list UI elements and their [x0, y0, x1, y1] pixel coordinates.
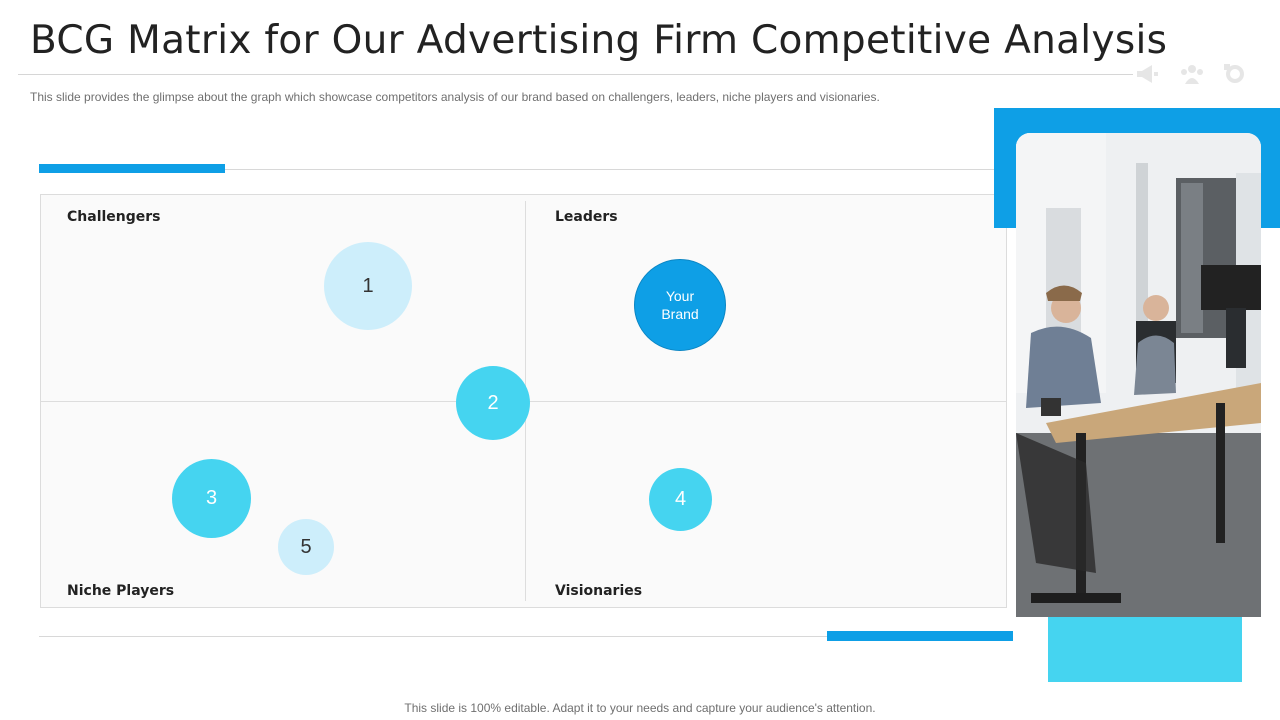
- competitor-bubble-1: 1: [324, 242, 412, 330]
- footer-note: This slide is 100% editable. Adapt it to…: [404, 701, 876, 715]
- team-icon: [1181, 65, 1203, 84]
- photo-backdrop-bottom: [1048, 612, 1242, 682]
- accent-bar-top: [39, 164, 225, 173]
- quadrant-label-niche-players: Niche Players: [67, 583, 175, 599]
- slide-description: This slide provides the glimpse about th…: [30, 90, 880, 104]
- quadrant-label-leaders: Leaders: [555, 209, 618, 225]
- gear-chart-icon: [1224, 64, 1244, 83]
- bubble-label: 1: [362, 274, 374, 297]
- header-icons: [1134, 62, 1254, 88]
- bubble-label: 4: [674, 488, 687, 510]
- competitor-bubble-3: 3: [172, 459, 251, 538]
- accent-bar-bottom: [827, 631, 1013, 641]
- office-photo: [1016, 133, 1261, 617]
- quadrant-label-visionaries: Visionaries: [555, 583, 643, 599]
- bubble-label: Brand: [661, 306, 699, 322]
- megaphone-icon: [1137, 65, 1158, 83]
- competitor-bubble-2: 2: [456, 366, 530, 440]
- competitor-bubble-5: 5: [278, 519, 334, 575]
- quadrant-label-challengers: Challengers: [67, 209, 161, 225]
- competitor-bubble-4: 4: [649, 468, 712, 531]
- your-brand-bubble: Your Brand: [634, 259, 726, 351]
- title-divider: [18, 74, 1133, 75]
- bubble-label: Your: [665, 288, 695, 304]
- bubble-label: 2: [487, 391, 499, 414]
- bubble-label: 5: [300, 535, 312, 558]
- bubble-label: 3: [205, 487, 218, 509]
- divider-bottom: [39, 636, 827, 637]
- page-title: BCG Matrix for Our Advertising Firm Comp…: [30, 18, 1168, 63]
- divider-top: [225, 169, 1005, 170]
- bcg-matrix: Challengers Leaders Niche Players Vision…: [40, 194, 1007, 608]
